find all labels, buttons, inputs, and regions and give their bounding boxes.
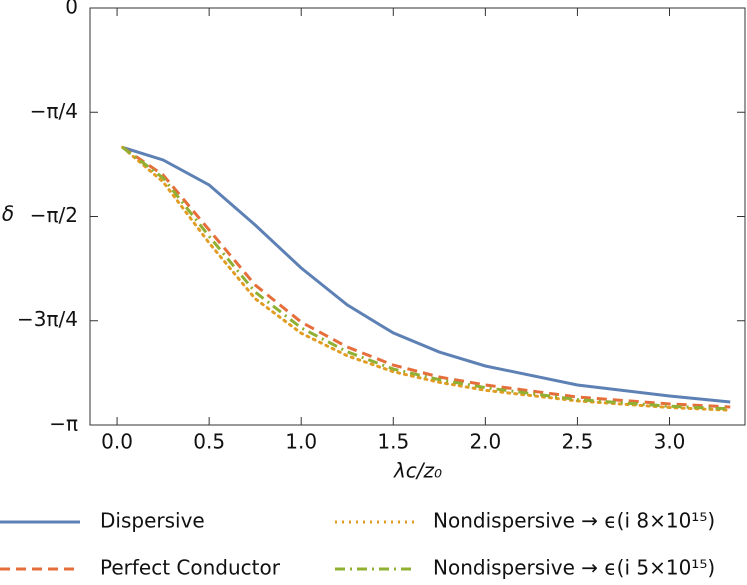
y-tick-label: −π/2 [30, 203, 78, 227]
x-tick-label: 2.5 [562, 430, 594, 454]
plot-frame [89, 7, 746, 426]
x-tick-label: 1.5 [377, 430, 409, 454]
y-axis-label: δ [2, 202, 14, 226]
y-tick-label: −π/4 [30, 99, 78, 123]
x-axis-label: λc/z₀ [393, 459, 442, 483]
y-tick-label: −3π/4 [17, 307, 78, 331]
x-tick-label: 1.0 [285, 430, 317, 454]
series-line [121, 146, 731, 411]
legend-label: Nondispersive → ϵ(i 8×10¹⁵) [433, 509, 715, 533]
x-tick-label: 0.5 [193, 430, 225, 454]
x-tick-label: 2.0 [469, 430, 501, 454]
series-line [122, 145, 731, 404]
series-line [121, 145, 732, 412]
legend-label: Perfect Conductor [100, 556, 281, 580]
y-tick-label: 0 [65, 0, 78, 19]
legend-label: Nondispersive → ϵ(i 5×10¹⁵) [433, 556, 715, 580]
x-tick-label: 0.0 [101, 430, 133, 454]
x-tick-label: 3.0 [654, 430, 686, 454]
series-line [121, 146, 731, 409]
legend-label: Dispersive [100, 509, 205, 533]
y-tick-label: −π [49, 412, 78, 436]
